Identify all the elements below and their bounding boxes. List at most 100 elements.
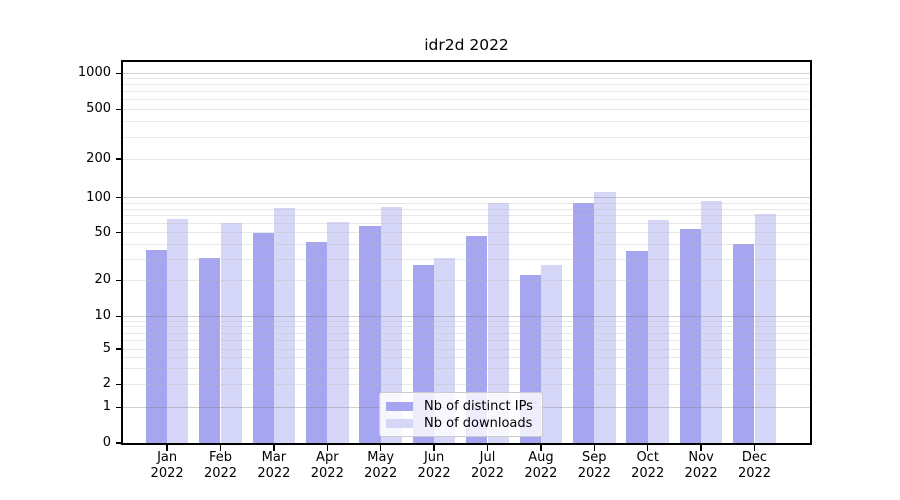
x-tick-mark-aug <box>540 444 542 451</box>
y-tick-mark-100 <box>116 196 123 199</box>
y-tick-mark-0 <box>116 442 123 444</box>
x-tick-year-mar: 2022 <box>257 466 291 481</box>
gridline-70 <box>123 215 810 217</box>
y-tick-label-20: 20 <box>94 272 111 288</box>
x-tick-year-sep: 2022 <box>577 466 611 481</box>
gridline-50 <box>123 232 810 234</box>
gridline-9 <box>123 320 810 322</box>
x-tick-year-oct: 2022 <box>631 466 665 481</box>
gridline-300 <box>123 136 810 138</box>
x-tick-label-nov: Nov <box>688 450 714 465</box>
gridline-7 <box>123 332 810 334</box>
y-tick-label-5: 5 <box>102 341 111 356</box>
legend-label-distinct-ips: Nb of distinct IPs <box>424 398 533 414</box>
bar-downloads-oct <box>647 219 670 443</box>
bar-ips-nov <box>679 228 702 443</box>
x-tick-label-oct: Oct <box>636 450 659 465</box>
x-tick-label-apr: Apr <box>316 450 339 465</box>
plot-area: Nb of distinct IPs Nb of downloads <box>121 60 812 445</box>
gridline-20 <box>123 279 810 281</box>
gridline-200 <box>123 158 810 160</box>
x-tick-label-jun: Jun <box>423 450 445 465</box>
y-tick-label-100: 100 <box>86 189 111 205</box>
y-tick-label-10: 10 <box>94 308 111 324</box>
gridline-1000 <box>123 72 810 74</box>
bar-downloads-jul <box>487 202 509 443</box>
y-tick-mark-500 <box>116 108 123 111</box>
y-tick-mark-200 <box>116 158 123 160</box>
chart-title: idr2d 2022 <box>424 36 509 54</box>
x-tick-mark-apr <box>326 444 329 451</box>
y-tick-mark-5 <box>116 348 123 350</box>
y-tick-mark-1000 <box>116 72 123 75</box>
bar-ips-sep <box>572 203 595 443</box>
x-tick-mark-nov <box>700 444 702 451</box>
x-tick-year-nov: 2022 <box>684 466 718 481</box>
bar-ips-may <box>359 226 381 443</box>
y-tick-mark-50 <box>116 231 123 234</box>
x-tick-year-jan: 2022 <box>150 466 184 481</box>
y-tick-label-0: 0 <box>102 435 111 450</box>
legend-label-downloads: Nb of downloads <box>424 415 533 431</box>
gridline-10 <box>123 315 810 317</box>
gridline-80 <box>123 208 810 210</box>
bar-ips-jan <box>145 249 168 443</box>
gridline-500 <box>123 108 810 110</box>
gridline-400 <box>123 120 810 122</box>
gridline-60 <box>123 223 810 224</box>
x-tick-label-mar: Mar <box>261 450 287 465</box>
legend-item-distinct-ips: Nb of distinct IPs <box>386 398 542 415</box>
bar-downloads-mar <box>273 208 296 443</box>
gridline-100 <box>123 197 810 199</box>
bar-ips-feb <box>199 257 221 443</box>
bar-ips-mar <box>252 232 274 443</box>
bar-downloads-may <box>380 207 403 443</box>
x-tick-mark-oct <box>646 444 649 451</box>
gridline-600 <box>123 99 810 101</box>
legend-item-downloads: Nb of downloads <box>386 415 542 432</box>
gridline-90 <box>123 202 810 204</box>
gridline-700 <box>123 91 810 93</box>
x-tick-label-may: May <box>367 450 395 465</box>
x-tick-label-feb: Feb <box>208 450 233 465</box>
bar-downloads-sep <box>594 192 616 443</box>
x-tick-year-aug: 2022 <box>524 466 558 481</box>
x-tick-year-feb: 2022 <box>203 466 238 481</box>
y-tick-mark-20 <box>116 279 123 282</box>
bar-downloads-jan <box>167 218 189 443</box>
y-tick-label-50: 50 <box>94 224 111 240</box>
bar-ips-oct <box>626 251 648 443</box>
x-tick-mark-jan <box>166 444 168 451</box>
bar-downloads-dec <box>754 213 776 443</box>
gridline-2 <box>123 383 810 385</box>
gridline-6 <box>123 339 810 341</box>
gridline-8 <box>123 326 810 328</box>
legend-swatch-downloads <box>386 418 413 428</box>
x-tick-mark-jun <box>433 444 435 451</box>
x-tick-mark-may <box>379 444 382 451</box>
x-tick-label-sep: Sep <box>582 450 607 465</box>
x-tick-mark-jul <box>486 444 489 451</box>
x-tick-year-jun: 2022 <box>417 466 451 481</box>
x-tick-year-jul: 2022 <box>470 466 505 481</box>
x-tick-mark-mar <box>273 444 275 451</box>
gridline-5 <box>123 348 810 350</box>
gridline-800 <box>123 84 810 86</box>
bar-ips-jul <box>466 235 488 443</box>
bar-ips-apr <box>305 241 328 443</box>
x-tick-year-may: 2022 <box>364 466 398 481</box>
bar-downloads-nov <box>701 201 723 443</box>
gridline-30 <box>123 258 810 260</box>
x-tick-mark-dec <box>753 444 756 451</box>
gridline-3 <box>123 368 810 370</box>
x-tick-mark-feb <box>219 444 222 451</box>
y-tick-label-500: 500 <box>86 101 111 117</box>
x-tick-mark-sep <box>593 444 596 451</box>
y-tick-mark-2 <box>116 383 123 386</box>
bar-downloads-apr <box>327 221 349 443</box>
y-tick-label-2: 2 <box>102 376 111 392</box>
x-tick-year-apr: 2022 <box>310 466 344 481</box>
gridline-900 <box>123 78 810 80</box>
bar-ips-dec <box>733 244 755 443</box>
